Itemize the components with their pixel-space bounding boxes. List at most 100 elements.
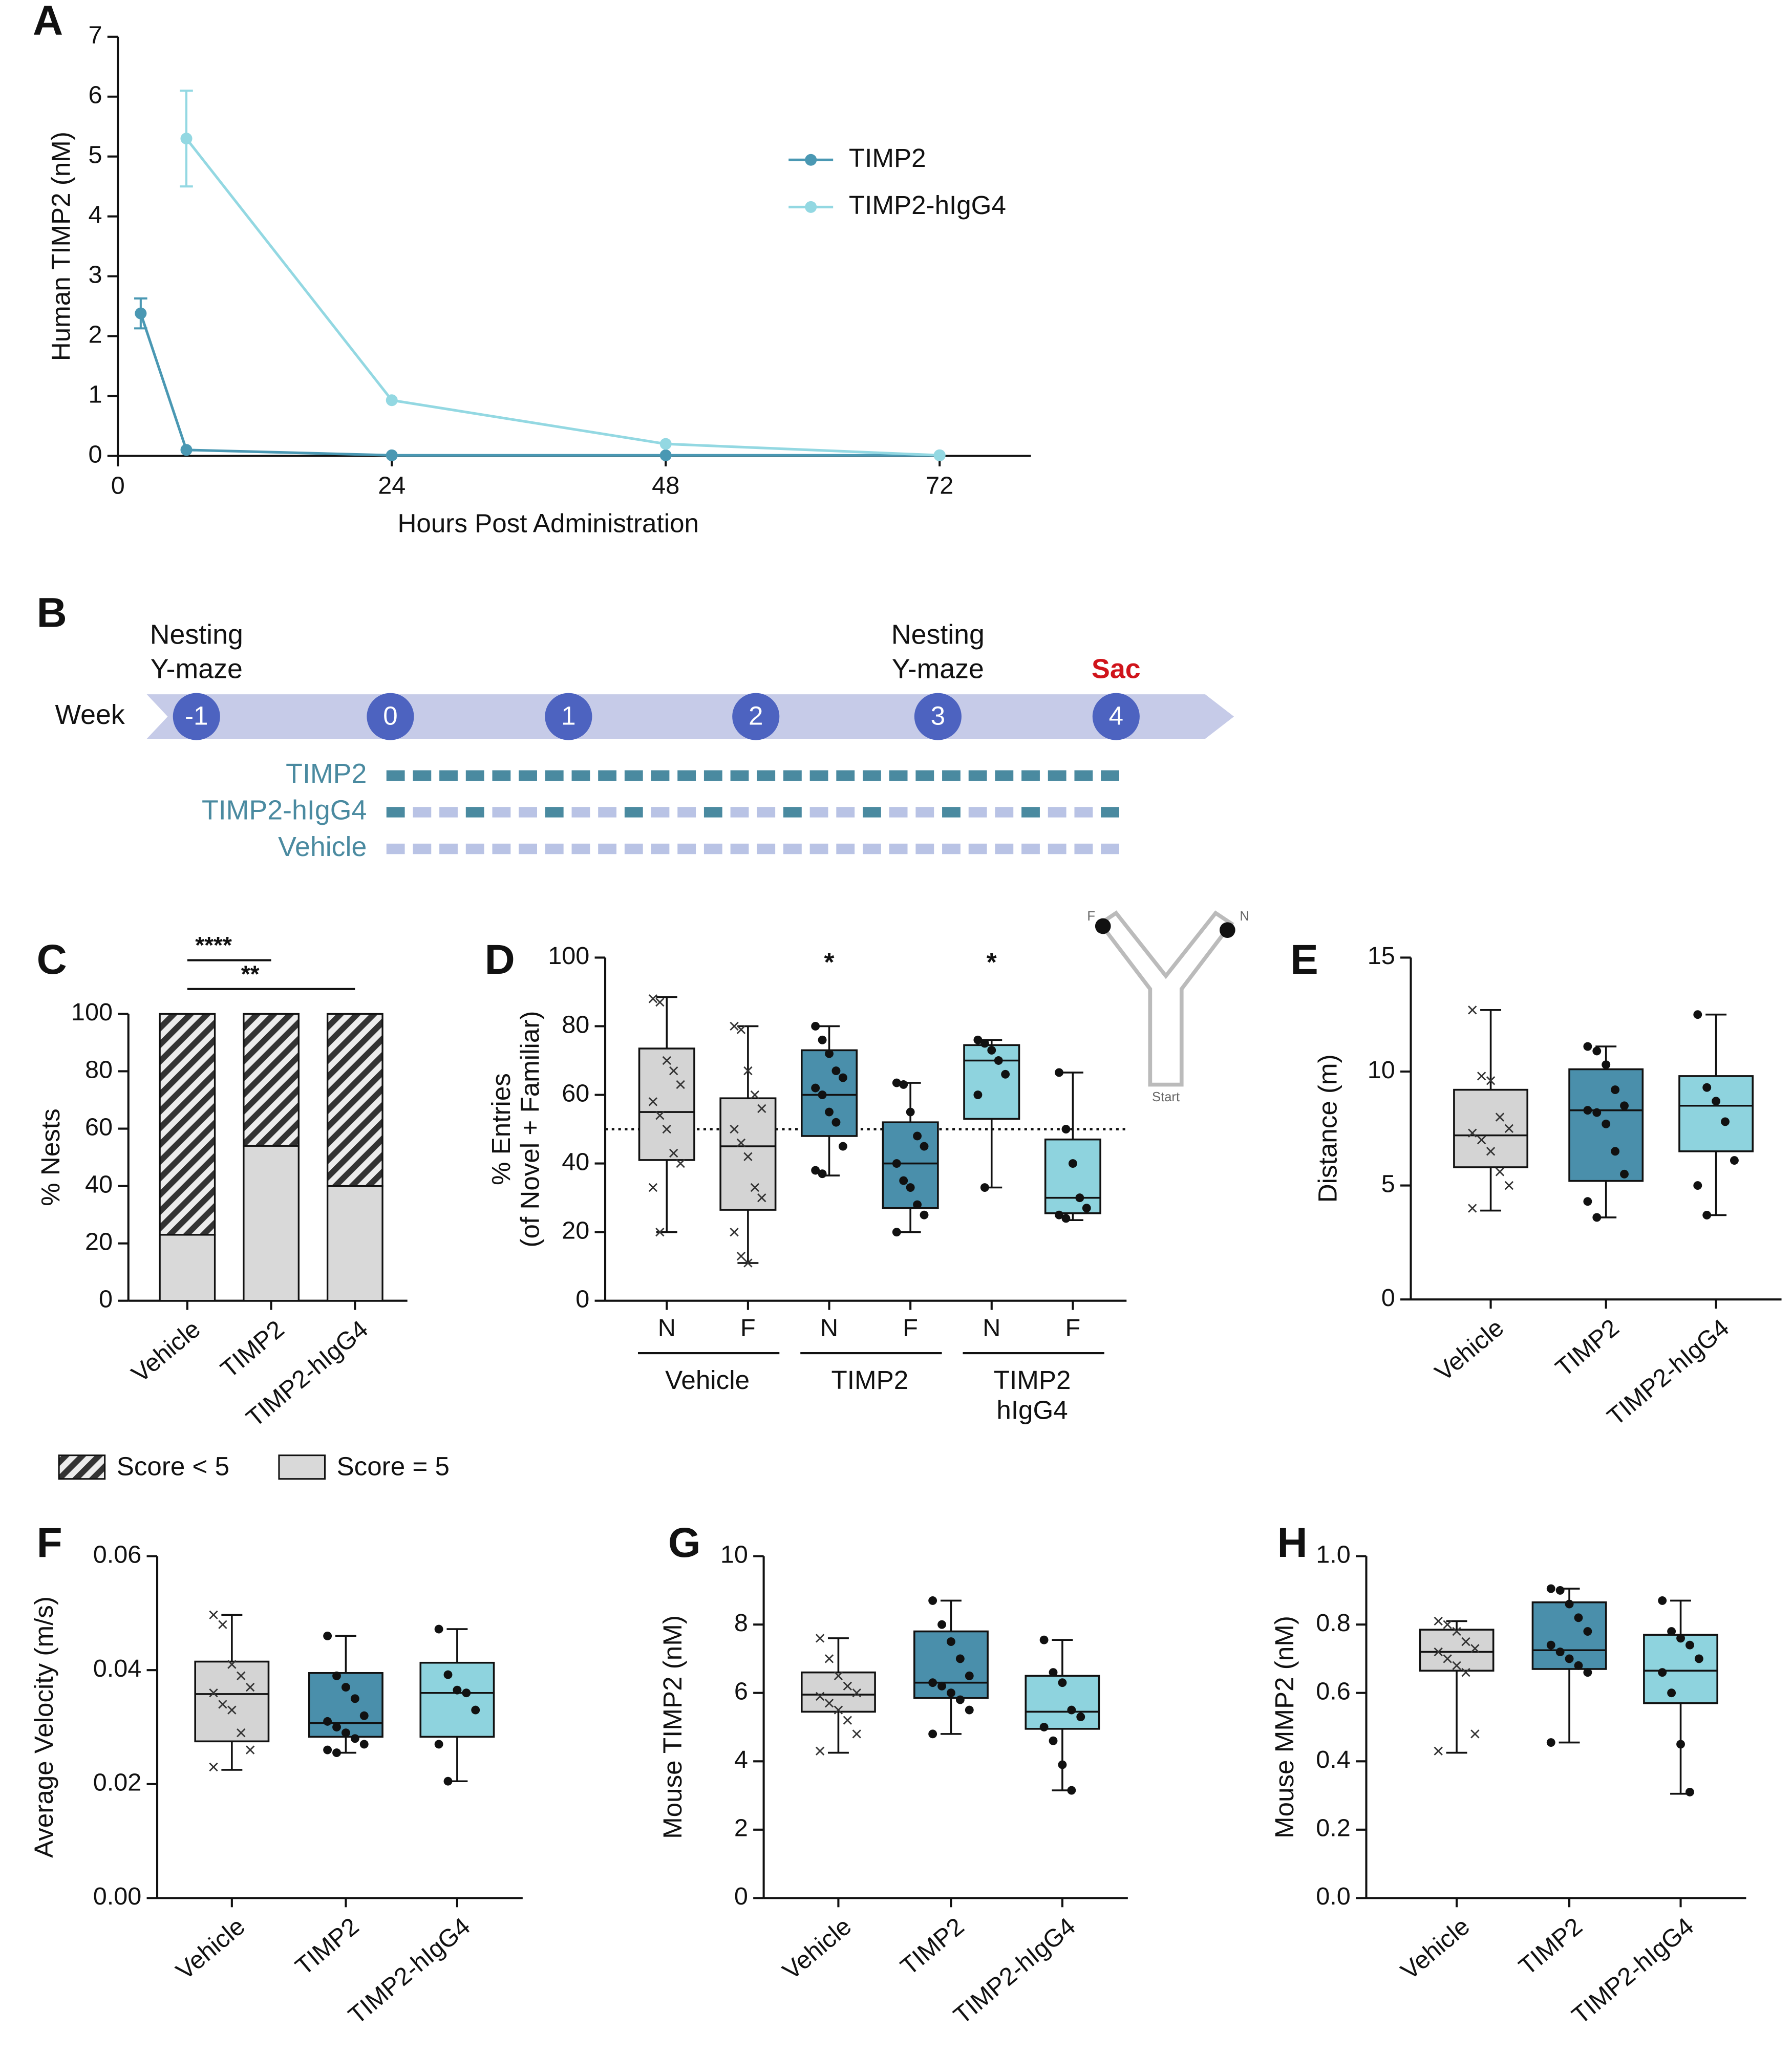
week-marker	[1092, 693, 1140, 740]
y-axis-title: Mouse MMP2 (nM)	[1270, 1616, 1299, 1838]
row-label: TIMP2	[286, 758, 367, 789]
y-tick-label: 15	[1368, 942, 1395, 970]
data-point	[1075, 1193, 1084, 1203]
legend-label: Score < 5	[117, 1452, 229, 1481]
y-tick-label: 60	[562, 1079, 589, 1107]
panel-letter: H	[1277, 1520, 1308, 1566]
maze-object	[1219, 922, 1235, 938]
data-point	[341, 1728, 350, 1738]
data-point	[1495, 1112, 1505, 1122]
dose-dash	[809, 770, 828, 781]
whisker	[1446, 1620, 1467, 1630]
data-point	[434, 1740, 443, 1749]
data-point	[676, 1159, 685, 1168]
data-point	[947, 1637, 955, 1646]
data-point	[892, 1228, 901, 1237]
x-tick-label: N	[983, 1314, 1000, 1342]
dose-dash	[1048, 843, 1066, 854]
y-axis-title: Average Velocity (m/s)	[29, 1596, 58, 1858]
y-tick-label: 0.2	[1316, 1814, 1351, 1842]
data-point	[655, 1111, 665, 1120]
legend-label: Score = 5	[337, 1452, 450, 1481]
data-point	[209, 1688, 218, 1698]
y-tick-label: 40	[85, 1170, 113, 1198]
data-point	[750, 1183, 759, 1192]
week-marker	[914, 693, 962, 740]
data-point	[1504, 1124, 1514, 1133]
data-point	[994, 1056, 1003, 1065]
data-point	[920, 1210, 929, 1219]
panel-letter: C	[37, 936, 67, 983]
data-point	[655, 997, 665, 1007]
data-point	[1693, 1181, 1702, 1190]
data-point	[1058, 1678, 1067, 1687]
legend-label: TIMP2-hIgG4	[849, 190, 1006, 220]
box	[419, 1661, 495, 1738]
dose-dash	[730, 807, 749, 818]
dose-dash	[757, 770, 776, 781]
data-point	[323, 1717, 332, 1726]
data-point	[906, 1107, 915, 1117]
data-point	[648, 1183, 658, 1192]
data-point	[1049, 1668, 1058, 1677]
data-point	[359, 1740, 369, 1749]
data-point	[1602, 1060, 1611, 1069]
bar-segment	[243, 1145, 300, 1302]
whisker	[1705, 1151, 1727, 1216]
data-point	[350, 1694, 359, 1703]
data-point	[831, 1066, 841, 1076]
data-point	[1477, 1072, 1486, 1081]
data-point	[443, 1777, 453, 1786]
y-tick-label: 0	[734, 1882, 748, 1910]
box	[1044, 1138, 1101, 1214]
dose-dash	[730, 843, 749, 854]
x-tick-label: TIMP2	[1513, 1912, 1587, 1980]
dose-dash	[465, 770, 484, 781]
dose-dash	[624, 770, 643, 781]
dose-dash	[386, 807, 405, 818]
data-point	[825, 1049, 834, 1058]
y-tick-label: 7	[89, 22, 102, 49]
data-point	[1443, 1654, 1452, 1663]
data-point	[648, 994, 658, 1003]
data-point	[736, 1025, 746, 1034]
y-tick-label: 20	[562, 1217, 589, 1245]
data-point	[1565, 1654, 1574, 1663]
box	[963, 1044, 1020, 1120]
data-point	[838, 1073, 847, 1082]
group-label: Vehicle	[665, 1365, 750, 1395]
dose-dash	[1048, 770, 1066, 781]
data-point	[1068, 1159, 1077, 1168]
x-tick-label: F	[740, 1314, 756, 1342]
data-point	[1611, 1085, 1620, 1095]
whisker	[940, 1599, 962, 1632]
data-point	[815, 1692, 825, 1701]
bar-segment	[326, 1013, 383, 1187]
data-point	[245, 1682, 255, 1692]
dose-dash	[809, 807, 828, 818]
data-point	[1082, 1204, 1091, 1213]
panel-letter: F	[37, 1520, 62, 1566]
dose-dash	[703, 807, 722, 818]
data-point	[1555, 1648, 1565, 1657]
dose-dash	[651, 843, 670, 854]
data-point	[913, 1131, 922, 1141]
panel-letter: E	[1290, 936, 1318, 983]
data-point	[1470, 1644, 1480, 1653]
dose-dash	[757, 807, 776, 818]
data-point	[1443, 1620, 1452, 1629]
dose-dash	[836, 770, 855, 781]
y-tick-label: 40	[562, 1148, 589, 1175]
data-point	[655, 1227, 665, 1237]
dose-dash	[703, 770, 722, 781]
week-marker	[367, 693, 414, 740]
dose-dash	[703, 843, 722, 854]
data-point	[1583, 1668, 1592, 1677]
data-point	[1592, 1213, 1602, 1222]
dose-dash	[519, 807, 537, 818]
dose-dash	[1101, 770, 1119, 781]
data-point	[811, 1083, 820, 1093]
data-point	[824, 1699, 834, 1708]
data-point	[453, 1685, 462, 1695]
